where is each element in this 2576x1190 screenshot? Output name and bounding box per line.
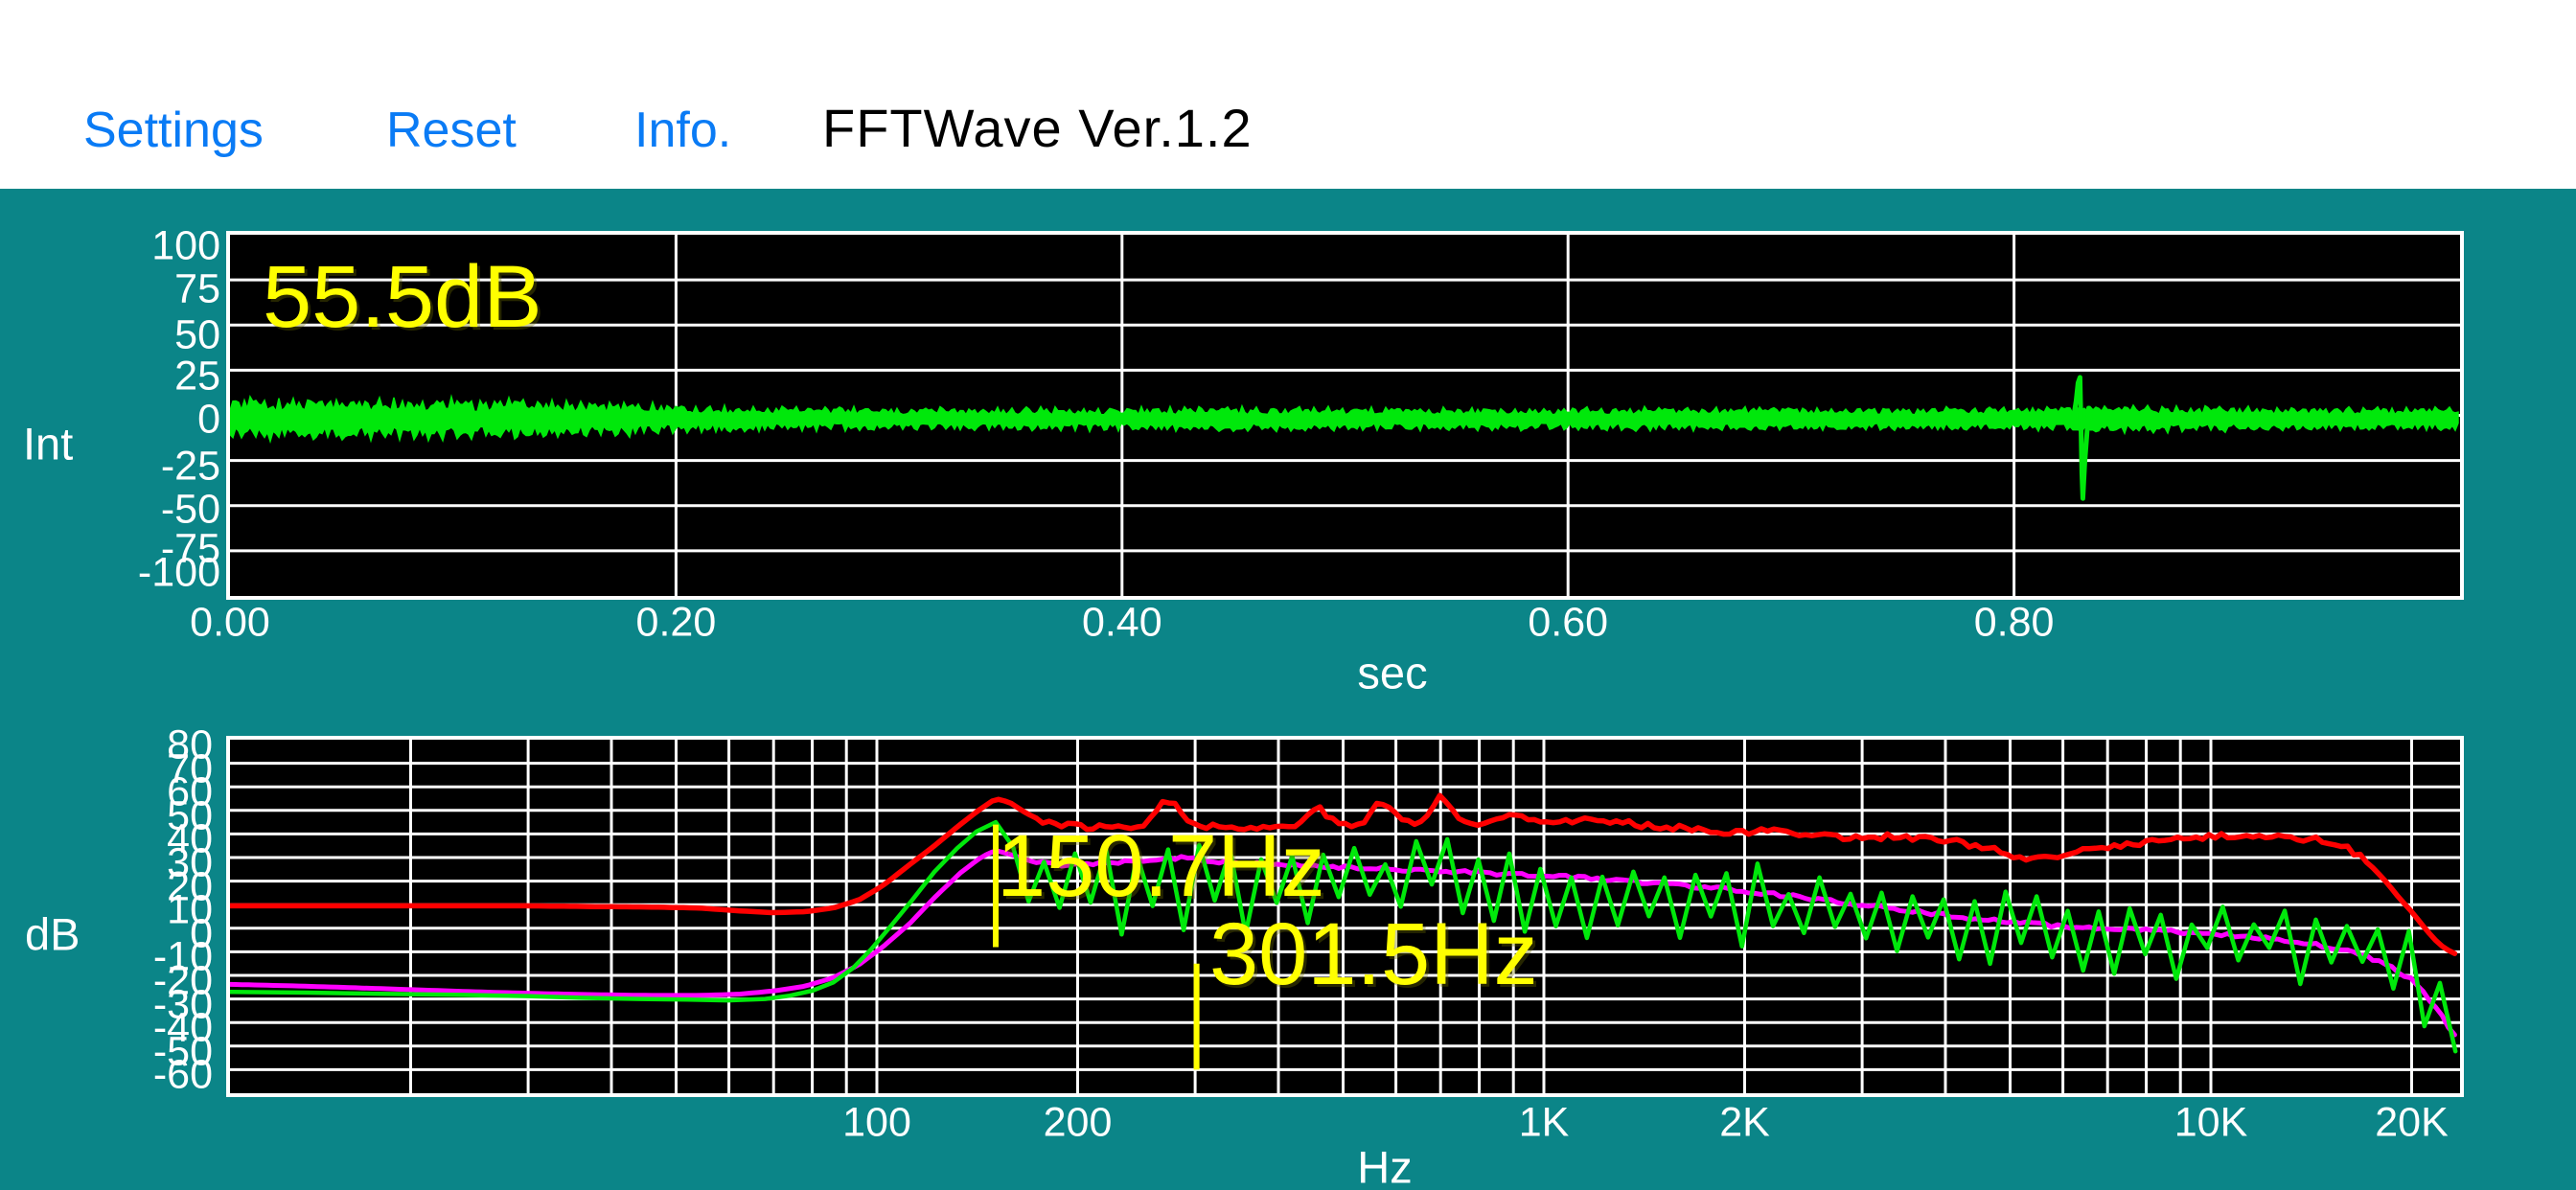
reset-button[interactable]: Reset (386, 96, 517, 165)
axis-tick-label: -25 (160, 443, 220, 490)
spectrum-plot (230, 740, 2460, 1093)
axis-tick-label: 50 (174, 311, 220, 358)
fundamental-frequency-readout: 150.7Hz (997, 817, 1325, 915)
axis-tick-label: 70 (167, 745, 213, 792)
waveform-y-axis-title: Int (23, 418, 74, 469)
axis-tick-label: -20 (152, 957, 213, 1004)
axis-tick-label: -100 (137, 549, 220, 596)
level-readout: 55.5dB (263, 248, 542, 346)
axis-tick-label: 0 (190, 910, 213, 957)
axis-tick-label: 30 (167, 839, 213, 886)
app-title: FFTWave Ver.1.2 (822, 98, 1253, 158)
spectrum-x-axis-title: Hz (1357, 1141, 1413, 1190)
settings-button[interactable]: Settings (83, 96, 264, 165)
waveform-plot (230, 235, 2460, 596)
axis-tick-label: 80 (167, 721, 213, 768)
axis-tick-label: 100 (842, 1099, 911, 1146)
axis-tick-label: 0.40 (1081, 599, 1162, 646)
axis-tick-label: -50 (160, 486, 220, 533)
axis-tick-label: 0 (197, 396, 220, 443)
waveform-x-axis-title: sec (1357, 647, 1428, 698)
axis-tick-label: 75 (174, 265, 220, 312)
harmonic-frequency-readout: 301.5Hz (1209, 905, 1538, 1003)
axis-tick-label: 2K (1719, 1099, 1770, 1146)
axis-tick-label: 0.00 (190, 599, 270, 646)
axis-tick-label: 200 (1043, 1099, 1113, 1146)
axis-tick-label: 0.60 (1528, 599, 1609, 646)
axis-tick-label: 0.80 (1973, 599, 2055, 646)
axis-tick-label: -50 (152, 1028, 213, 1075)
axis-tick-label: -30 (152, 981, 213, 1028)
axis-tick-label: 25 (174, 353, 220, 400)
axis-tick-label: 40 (167, 815, 213, 862)
axis-tick-label: 20 (167, 863, 213, 910)
spectrum-y-axis-title: dB (25, 908, 80, 960)
axis-tick-label: 20K (2375, 1099, 2449, 1146)
axis-tick-label: -40 (152, 1004, 213, 1051)
axis-tick-label: 100 (151, 222, 220, 269)
toolbar: Settings Reset Info. FFTWave Ver.1.2 (0, 0, 2576, 189)
axis-tick-label: 60 (167, 768, 213, 815)
info-button[interactable]: Info. (634, 96, 731, 165)
axis-tick-label: 10K (2174, 1099, 2248, 1146)
axis-tick-label: 50 (167, 792, 213, 839)
axis-tick-label: -60 (152, 1051, 213, 1098)
axis-tick-label: -75 (160, 525, 220, 572)
axis-tick-label: 10 (167, 886, 213, 933)
axis-tick-label: 0.20 (635, 599, 717, 646)
axis-tick-label: -10 (152, 933, 213, 980)
axis-tick-label: 1K (1518, 1099, 1570, 1146)
